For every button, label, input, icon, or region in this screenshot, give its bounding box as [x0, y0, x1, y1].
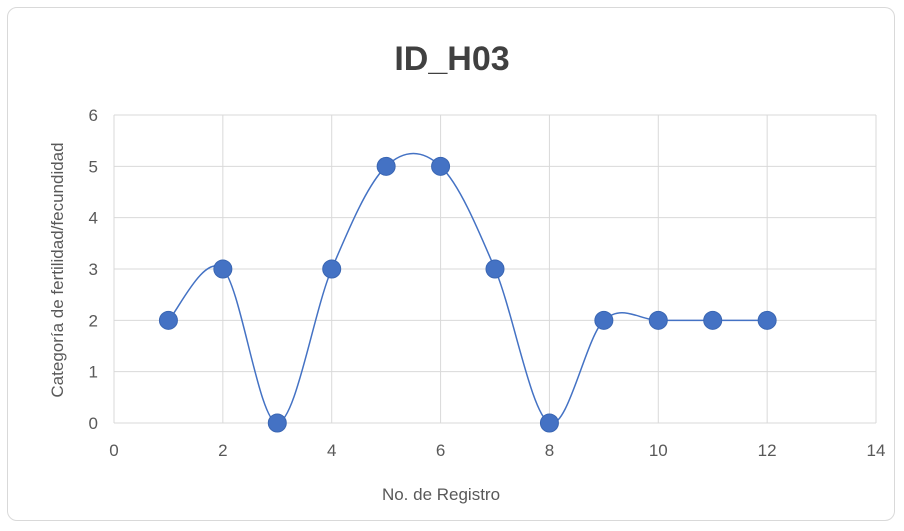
y-axis-label: Categoría de fertilidad/fecundidad	[48, 142, 67, 397]
y-tick-label: 6	[89, 106, 98, 125]
data-point	[322, 259, 342, 279]
x-axis-label: No. de Registro	[382, 485, 500, 504]
data-point	[213, 259, 233, 279]
y-tick-label: 1	[89, 363, 98, 382]
chart-area	[7, 7, 895, 521]
x-tick-label: 12	[758, 441, 777, 460]
x-axis-ticks: 0 2 4 6 8 10 12 14	[109, 441, 885, 460]
y-tick-label: 4	[89, 209, 98, 228]
data-point	[267, 413, 287, 433]
data-point	[376, 156, 396, 176]
y-tick-label: 3	[89, 260, 98, 279]
data-point	[703, 310, 723, 330]
data-point	[431, 156, 451, 176]
y-axis-ticks: 0 1 2 3 4 5 6	[89, 106, 98, 433]
series-line	[167, 152, 768, 424]
x-tick-label: 8	[545, 441, 554, 460]
y-tick-label: 2	[89, 311, 98, 330]
data-point	[594, 310, 614, 330]
x-tick-label: 4	[327, 441, 336, 460]
y-tick-label: 5	[89, 157, 98, 176]
x-tick-label: 14	[867, 441, 886, 460]
x-tick-label: 2	[218, 441, 227, 460]
chart-title: ID_H03	[394, 40, 509, 78]
x-tick-label: 10	[649, 441, 668, 460]
data-point	[158, 310, 178, 330]
x-tick-label: 6	[436, 441, 445, 460]
data-point	[485, 259, 505, 279]
data-points	[158, 156, 777, 433]
data-point	[757, 310, 777, 330]
x-tick-label: 0	[109, 441, 118, 460]
data-point	[539, 413, 559, 433]
data-point	[648, 310, 668, 330]
y-tick-label: 0	[89, 414, 98, 433]
